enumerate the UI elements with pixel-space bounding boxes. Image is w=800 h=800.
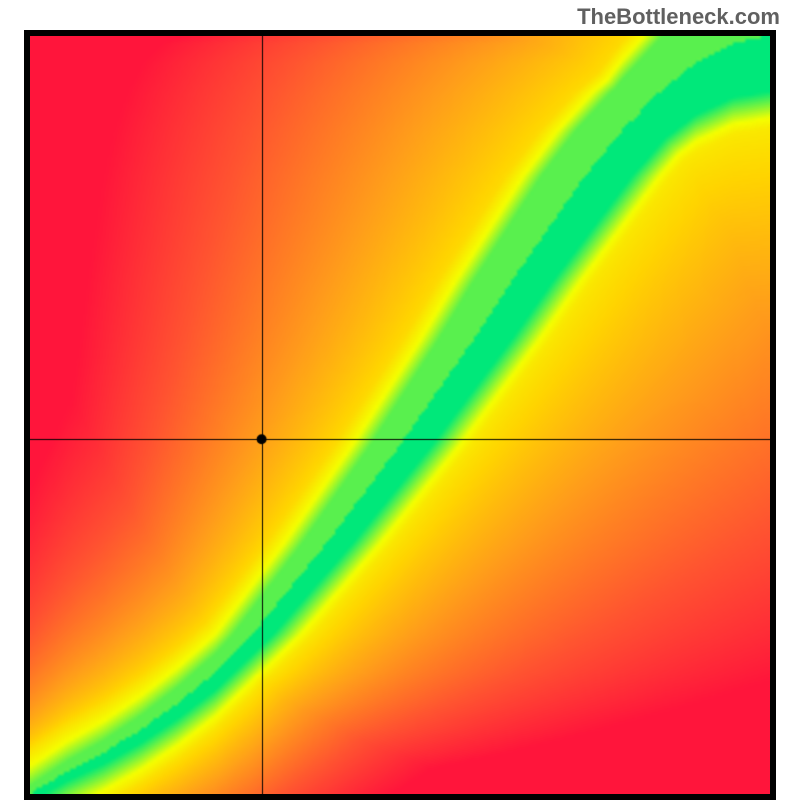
crosshair-overlay <box>30 36 770 794</box>
chart-container: TheBottleneck.com <box>0 0 800 800</box>
plot-frame <box>24 30 776 800</box>
watermark-text: TheBottleneck.com <box>577 4 780 30</box>
